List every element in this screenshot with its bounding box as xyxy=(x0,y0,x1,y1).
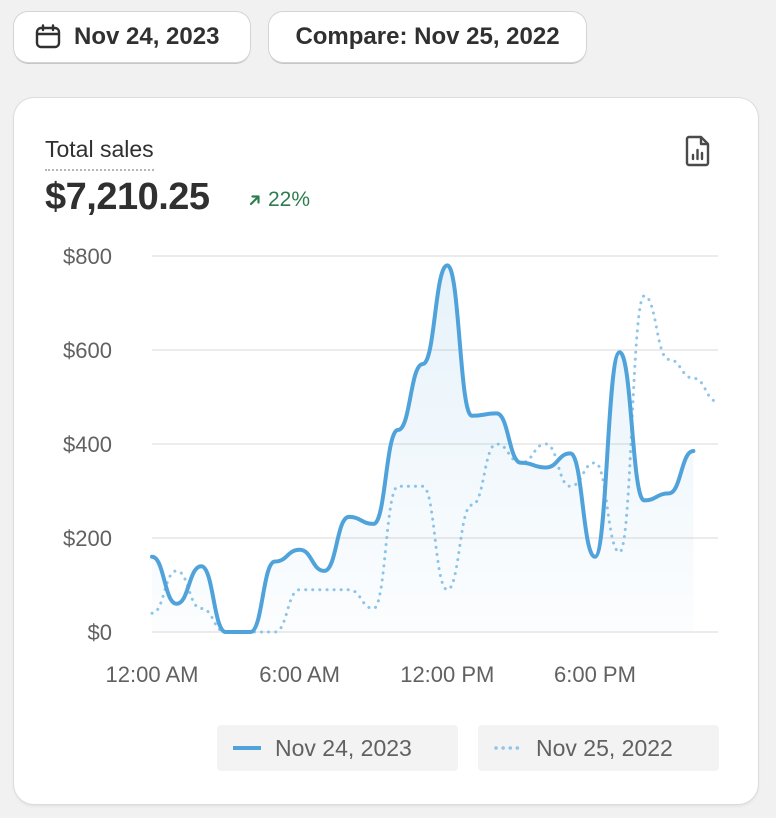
y-tick-label: $200 xyxy=(63,526,112,551)
legend-label-comparison: Nov 25, 2022 xyxy=(536,734,673,761)
legend-label-current: Nov 24, 2023 xyxy=(275,734,412,761)
change-badge: 22% xyxy=(248,188,310,212)
date-picker-label: Nov 24, 2023 xyxy=(74,23,220,50)
x-tick-label: 6:00 AM xyxy=(259,662,340,687)
x-tick-label: 12:00 AM xyxy=(106,662,199,687)
y-tick-label: $600 xyxy=(63,338,112,363)
arrow-up-right-icon xyxy=(249,195,260,206)
compare-button[interactable]: Compare: Nov 25, 2022 xyxy=(269,12,586,62)
total-sales-card: Total sales $7,210.25 22% $0 $200 $400 $600… xyxy=(14,98,758,804)
sales-line-chart: $0 $200 $400 $600 $800 12:00 AM 6:00 AM 12:00 … xyxy=(63,244,720,687)
solid-line-swatch-icon xyxy=(233,746,261,750)
calendar-icon xyxy=(35,24,61,49)
series-area-current xyxy=(152,265,694,632)
report-icon[interactable] xyxy=(682,134,714,168)
metric-value: $7,210.25 xyxy=(45,176,210,218)
legend-item-current[interactable]: Nov 24, 2023 xyxy=(217,725,458,771)
legend-item-comparison[interactable]: Nov 25, 2022 xyxy=(478,725,719,771)
series-line-current xyxy=(150,263,696,635)
x-tick-label: 6:00 PM xyxy=(554,662,636,687)
x-tick-label: 12:00 PM xyxy=(400,662,494,687)
metric-title[interactable]: Total sales xyxy=(45,136,154,171)
change-value: 22% xyxy=(268,188,311,211)
y-tick-label: $0 xyxy=(88,620,112,645)
y-tick-label: $800 xyxy=(63,244,112,269)
y-tick-label: $400 xyxy=(63,432,112,457)
compare-label: Compare: Nov 25, 2022 xyxy=(295,23,560,50)
dotted-line-swatch-icon xyxy=(494,746,522,750)
date-picker-button[interactable]: Nov 24, 2023 xyxy=(14,12,250,62)
